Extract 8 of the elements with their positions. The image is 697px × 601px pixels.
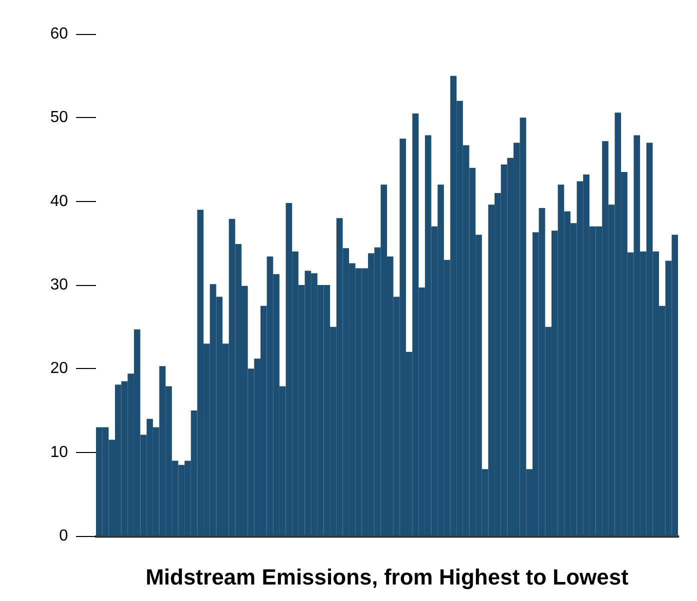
y-tick-label: 0 <box>59 528 68 544</box>
y-tick-label: 10 <box>50 444 68 461</box>
y-tick-label: 60 <box>50 26 68 42</box>
y-tick-label: 20 <box>50 360 68 378</box>
y-tick-label: 30 <box>50 276 68 294</box>
x-axis-title: Midstream Emissions, from Highest to Lowest <box>146 564 630 590</box>
y-tick-label: 40 <box>50 192 68 210</box>
y-tick-label: 50 <box>50 109 68 126</box>
